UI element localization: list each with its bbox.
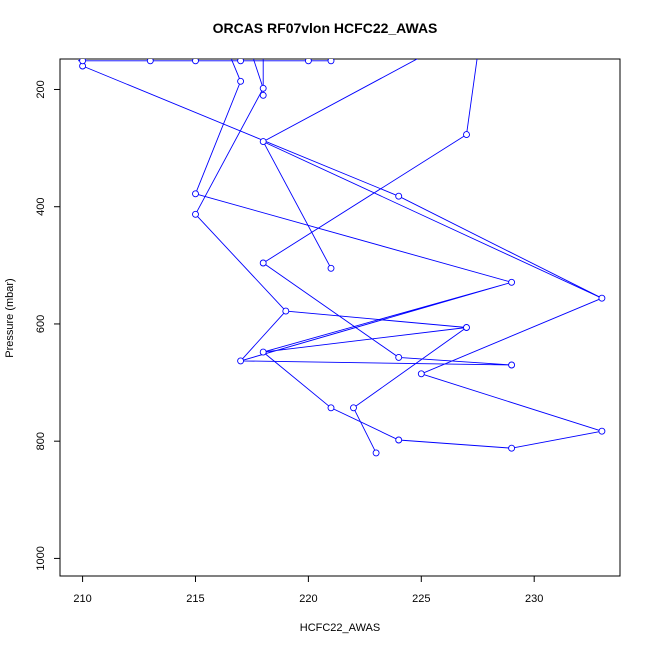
x-tick-label: 215 <box>186 593 204 605</box>
data-point-29 <box>237 59 245 65</box>
series-line-segment-2 <box>262 59 604 449</box>
data-point-2 <box>463 324 470 331</box>
series-line-segment-3 <box>195 193 512 283</box>
data-point-3 <box>259 259 267 267</box>
data-point-31 <box>327 59 335 65</box>
data-point-0 <box>372 449 380 457</box>
y-tick-label: 1000 <box>35 546 47 570</box>
data-point-22 <box>259 84 267 92</box>
data-point-27 <box>146 59 154 65</box>
data-point-25 <box>192 190 199 198</box>
x-tick-label: 225 <box>412 593 430 605</box>
data-point-1 <box>350 404 357 412</box>
data-point-18 <box>259 348 267 356</box>
data-point-23 <box>259 91 267 99</box>
data-point-20 <box>395 436 403 444</box>
data-point-5 <box>598 294 606 302</box>
data-point-13 <box>508 278 516 286</box>
series-line-segment-0 <box>352 327 467 454</box>
y-axis: 200 400 600 800 1000 <box>35 80 60 571</box>
data-point-11 <box>463 131 470 139</box>
data-point-14 <box>327 404 335 412</box>
x-axis: 210 215 220 225 230 <box>73 576 543 605</box>
data-point-8 <box>79 59 87 65</box>
data-series <box>77 59 606 457</box>
data-point-4 <box>395 192 403 200</box>
chart-title: ORCAS RF07vlon HCFC22_AWAS <box>212 20 438 36</box>
plot-frame <box>59 58 621 577</box>
data-point-26 <box>237 77 245 85</box>
x-axis-label: HCFC22_AWAS <box>300 622 380 634</box>
data-point-10 <box>282 307 290 315</box>
data-point-9 <box>508 361 516 369</box>
y-tick-label: 600 <box>35 315 47 333</box>
y-tick-label: 800 <box>35 432 47 450</box>
y-tick-label: 200 <box>35 80 47 98</box>
data-point-16 <box>598 427 606 435</box>
data-point-6 <box>327 264 335 272</box>
data-point-12 <box>237 357 245 365</box>
series-line-segment-11 <box>82 65 603 299</box>
data-point-24 <box>192 210 199 218</box>
series-line-segment-6 <box>262 59 478 264</box>
data-point-15 <box>508 444 516 452</box>
data-point-28 <box>192 59 199 65</box>
series-line-segment-1 <box>240 262 512 366</box>
data-point-19 <box>395 353 403 361</box>
series-line-segment-5 <box>240 310 287 362</box>
data-point-17 <box>417 370 425 378</box>
y-axis-label: Pressure (mbar) <box>4 278 16 357</box>
x-tick-label: 210 <box>73 593 91 605</box>
x-tick-label: 230 <box>525 593 543 605</box>
series-line-segment-9 <box>195 59 264 215</box>
data-point-21 <box>259 138 267 146</box>
y-tick-label: 400 <box>35 198 47 216</box>
x-tick-label: 220 <box>299 593 317 605</box>
data-point-30 <box>304 59 312 65</box>
series-line-segment-7 <box>262 141 332 269</box>
